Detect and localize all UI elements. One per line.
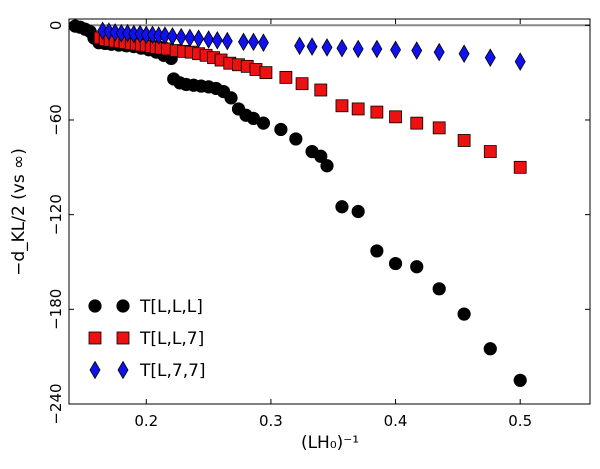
data-point-square-31 — [351, 102, 365, 116]
data-point-diamond-16 — [203, 30, 215, 49]
data-point-circle-38 — [388, 256, 403, 271]
data-point-circle-41 — [457, 307, 471, 321]
data-point-diamond-30 — [433, 42, 445, 62]
data-point-diamond-20 — [248, 32, 259, 52]
y-tick-label: −120 — [47, 194, 65, 235]
data-point-square-26 — [259, 66, 273, 80]
data-point-diamond-32 — [484, 48, 496, 67]
data-point-square-27 — [279, 70, 293, 84]
data-point-circle-31 — [289, 132, 303, 146]
data-point-square-37 — [483, 145, 497, 158]
data-point-square-28 — [295, 77, 309, 91]
data-point-circle-36 — [351, 204, 365, 219]
data-point-diamond-28 — [390, 40, 402, 60]
data-point-diamond-21 — [257, 33, 269, 52]
data-point-diamond-26 — [352, 39, 364, 59]
data-point-diamond-24 — [321, 38, 333, 57]
data-point-diamond-15 — [193, 29, 205, 49]
x-tick-label: 0.3 — [259, 412, 283, 430]
data-point-circle-39 — [410, 260, 424, 274]
data-point-circle-42 — [483, 342, 497, 356]
data-point-square-32 — [370, 105, 384, 119]
legend-label: T[L,L,L] — [139, 297, 203, 317]
data-point-diamond-13 — [175, 27, 187, 47]
data-point-square-38 — [513, 160, 527, 174]
legend-marker-square — [116, 331, 130, 345]
data-point-diamond-11 — [159, 26, 171, 45]
data-point-circle-34 — [320, 159, 334, 173]
legend-marker-circle — [88, 299, 102, 313]
data-point-diamond-22 — [294, 36, 306, 56]
y-axis-label: −d_KL/2 (vs ∞) — [9, 148, 29, 276]
data-point-circle-35 — [335, 200, 349, 214]
y-tick-label: −180 — [47, 289, 65, 330]
data-point-square-29 — [314, 83, 328, 97]
series-3 — [97, 21, 526, 71]
legend-entry-3: T[L,7,7] — [89, 360, 206, 381]
data-point-square-33 — [389, 110, 402, 124]
x-axis-label: (LH₀)⁻¹ — [301, 433, 359, 453]
data-point-diamond-12 — [166, 27, 178, 46]
legend-marker-diamond — [89, 360, 101, 380]
plot-frame — [68, 18, 591, 405]
data-point-circle-40 — [432, 282, 446, 296]
data-point-diamond-14 — [184, 28, 196, 48]
x-tick-label: 0.5 — [508, 412, 532, 430]
data-point-diamond-31 — [458, 44, 470, 64]
data-point-circle-30 — [274, 122, 288, 137]
legend-marker-square — [88, 331, 102, 345]
data-point-square-35 — [432, 121, 446, 135]
data-point-square-36 — [457, 134, 471, 147]
data-point-circle-25 — [224, 91, 238, 105]
legend-label: T[L,7,7] — [139, 361, 206, 381]
data-point-diamond-29 — [411, 41, 423, 60]
legend-entry-2: T[L,L,7] — [88, 329, 204, 349]
data-point-diamond-33 — [514, 52, 526, 71]
x-tick-label: 0.2 — [134, 412, 158, 430]
data-point-square-30 — [335, 99, 349, 113]
data-point-circle-33 — [314, 149, 328, 163]
legend-marker-circle — [116, 299, 130, 313]
data-point-diamond-25 — [336, 38, 348, 58]
legend-entry-1: T[L,L,L] — [88, 297, 203, 317]
y-tick-label: 0 — [47, 21, 65, 31]
data-point-diamond-19 — [238, 32, 249, 52]
y-tick-label: −240 — [47, 383, 65, 424]
data-point-diamond-17 — [211, 31, 223, 50]
data-point-circle-37 — [370, 244, 384, 258]
data-point-diamond-27 — [371, 39, 383, 59]
data-point-diamond-23 — [306, 37, 318, 56]
legend-label: T[L,L,7] — [139, 329, 204, 349]
data-point-circle-43 — [513, 373, 527, 387]
data-point-square-34 — [410, 116, 424, 130]
data-point-diamond-18 — [221, 31, 233, 51]
data-point-circle-29 — [256, 116, 271, 130]
legend-marker-diamond — [117, 360, 129, 380]
y-tick-label: −60 — [47, 104, 65, 136]
x-tick-label: 0.4 — [384, 412, 408, 430]
